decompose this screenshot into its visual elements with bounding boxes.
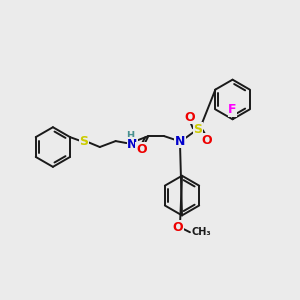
Text: CH₃: CH₃ bbox=[192, 227, 212, 237]
Text: N: N bbox=[175, 135, 185, 148]
Text: S: S bbox=[80, 135, 88, 148]
Text: O: O bbox=[173, 221, 183, 234]
Text: F: F bbox=[228, 103, 237, 116]
Text: O: O bbox=[136, 142, 147, 155]
Text: H: H bbox=[126, 131, 135, 141]
Text: S: S bbox=[194, 123, 202, 136]
Text: N: N bbox=[127, 138, 138, 151]
Text: O: O bbox=[184, 111, 195, 124]
Text: O: O bbox=[202, 134, 212, 147]
